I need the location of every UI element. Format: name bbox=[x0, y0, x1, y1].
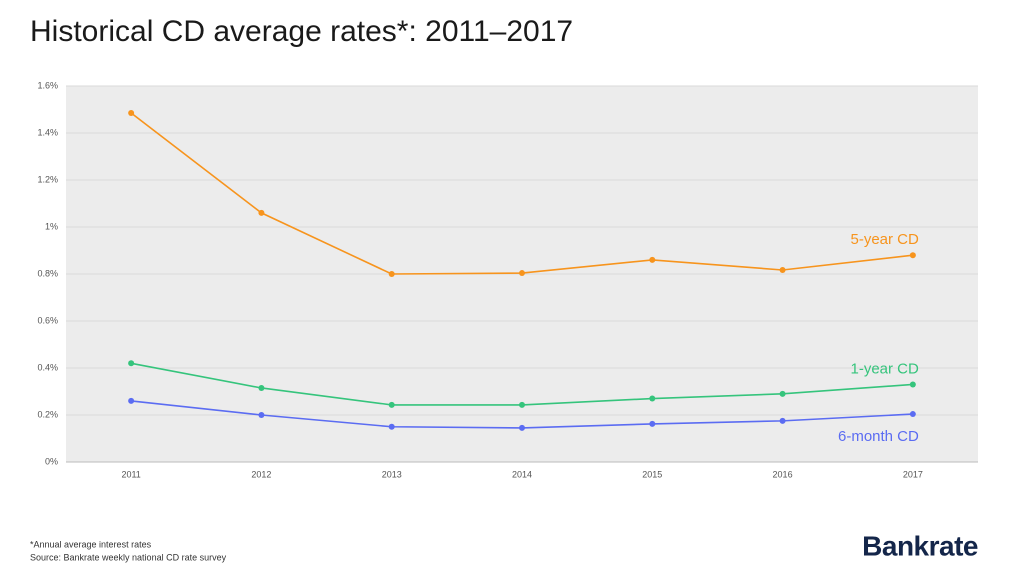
y-tick-label: 1.4% bbox=[37, 127, 58, 137]
x-tick-label: 2012 bbox=[251, 469, 271, 479]
y-tick-label: 1.6% bbox=[37, 80, 58, 90]
data-point bbox=[258, 384, 265, 391]
data-point bbox=[779, 267, 786, 274]
x-tick-label: 2017 bbox=[903, 469, 923, 479]
data-point bbox=[909, 381, 916, 388]
x-tick-label: 2014 bbox=[512, 469, 532, 479]
x-tick-label: 2013 bbox=[382, 469, 402, 479]
y-tick-label: 0% bbox=[45, 456, 58, 466]
x-tick-label: 2016 bbox=[773, 469, 793, 479]
data-point bbox=[388, 423, 395, 430]
footnote: *Annual average interest rates bbox=[30, 539, 152, 549]
x-tick-label: 2011 bbox=[121, 469, 140, 479]
series-label: 1-year CD bbox=[850, 360, 919, 377]
y-tick-label: 0.2% bbox=[37, 409, 58, 419]
data-point bbox=[258, 412, 265, 418]
chart-title: Historical CD average rates*: 2011–2017 bbox=[30, 15, 573, 48]
y-tick-label: 0.8% bbox=[37, 268, 58, 278]
y-tick-label: 0.4% bbox=[37, 362, 58, 372]
x-tick-label: 2015 bbox=[642, 469, 662, 479]
data-point bbox=[519, 270, 525, 277]
source: Source: Bankrate weekly national CD rate… bbox=[30, 552, 227, 562]
data-point bbox=[388, 401, 395, 408]
data-point bbox=[649, 420, 656, 427]
y-tick-label: 0.6% bbox=[37, 315, 58, 325]
y-tick-label: 1% bbox=[45, 221, 58, 231]
series-label: 5-year CD bbox=[850, 231, 919, 248]
data-point bbox=[128, 110, 135, 117]
data-point bbox=[909, 411, 916, 418]
data-point bbox=[519, 424, 525, 431]
data-point bbox=[649, 256, 656, 263]
series-label: 6-month CD bbox=[838, 428, 919, 445]
data-point bbox=[649, 395, 656, 402]
brand-logo: Bankrate bbox=[862, 530, 978, 561]
data-point bbox=[779, 390, 786, 397]
data-point bbox=[519, 401, 525, 408]
data-point bbox=[388, 271, 395, 277]
y-tick-label: 1.2% bbox=[37, 174, 58, 184]
data-point bbox=[258, 209, 265, 216]
data-point bbox=[128, 360, 135, 367]
data-point bbox=[128, 397, 135, 404]
data-point bbox=[779, 417, 786, 424]
data-point bbox=[909, 252, 916, 259]
